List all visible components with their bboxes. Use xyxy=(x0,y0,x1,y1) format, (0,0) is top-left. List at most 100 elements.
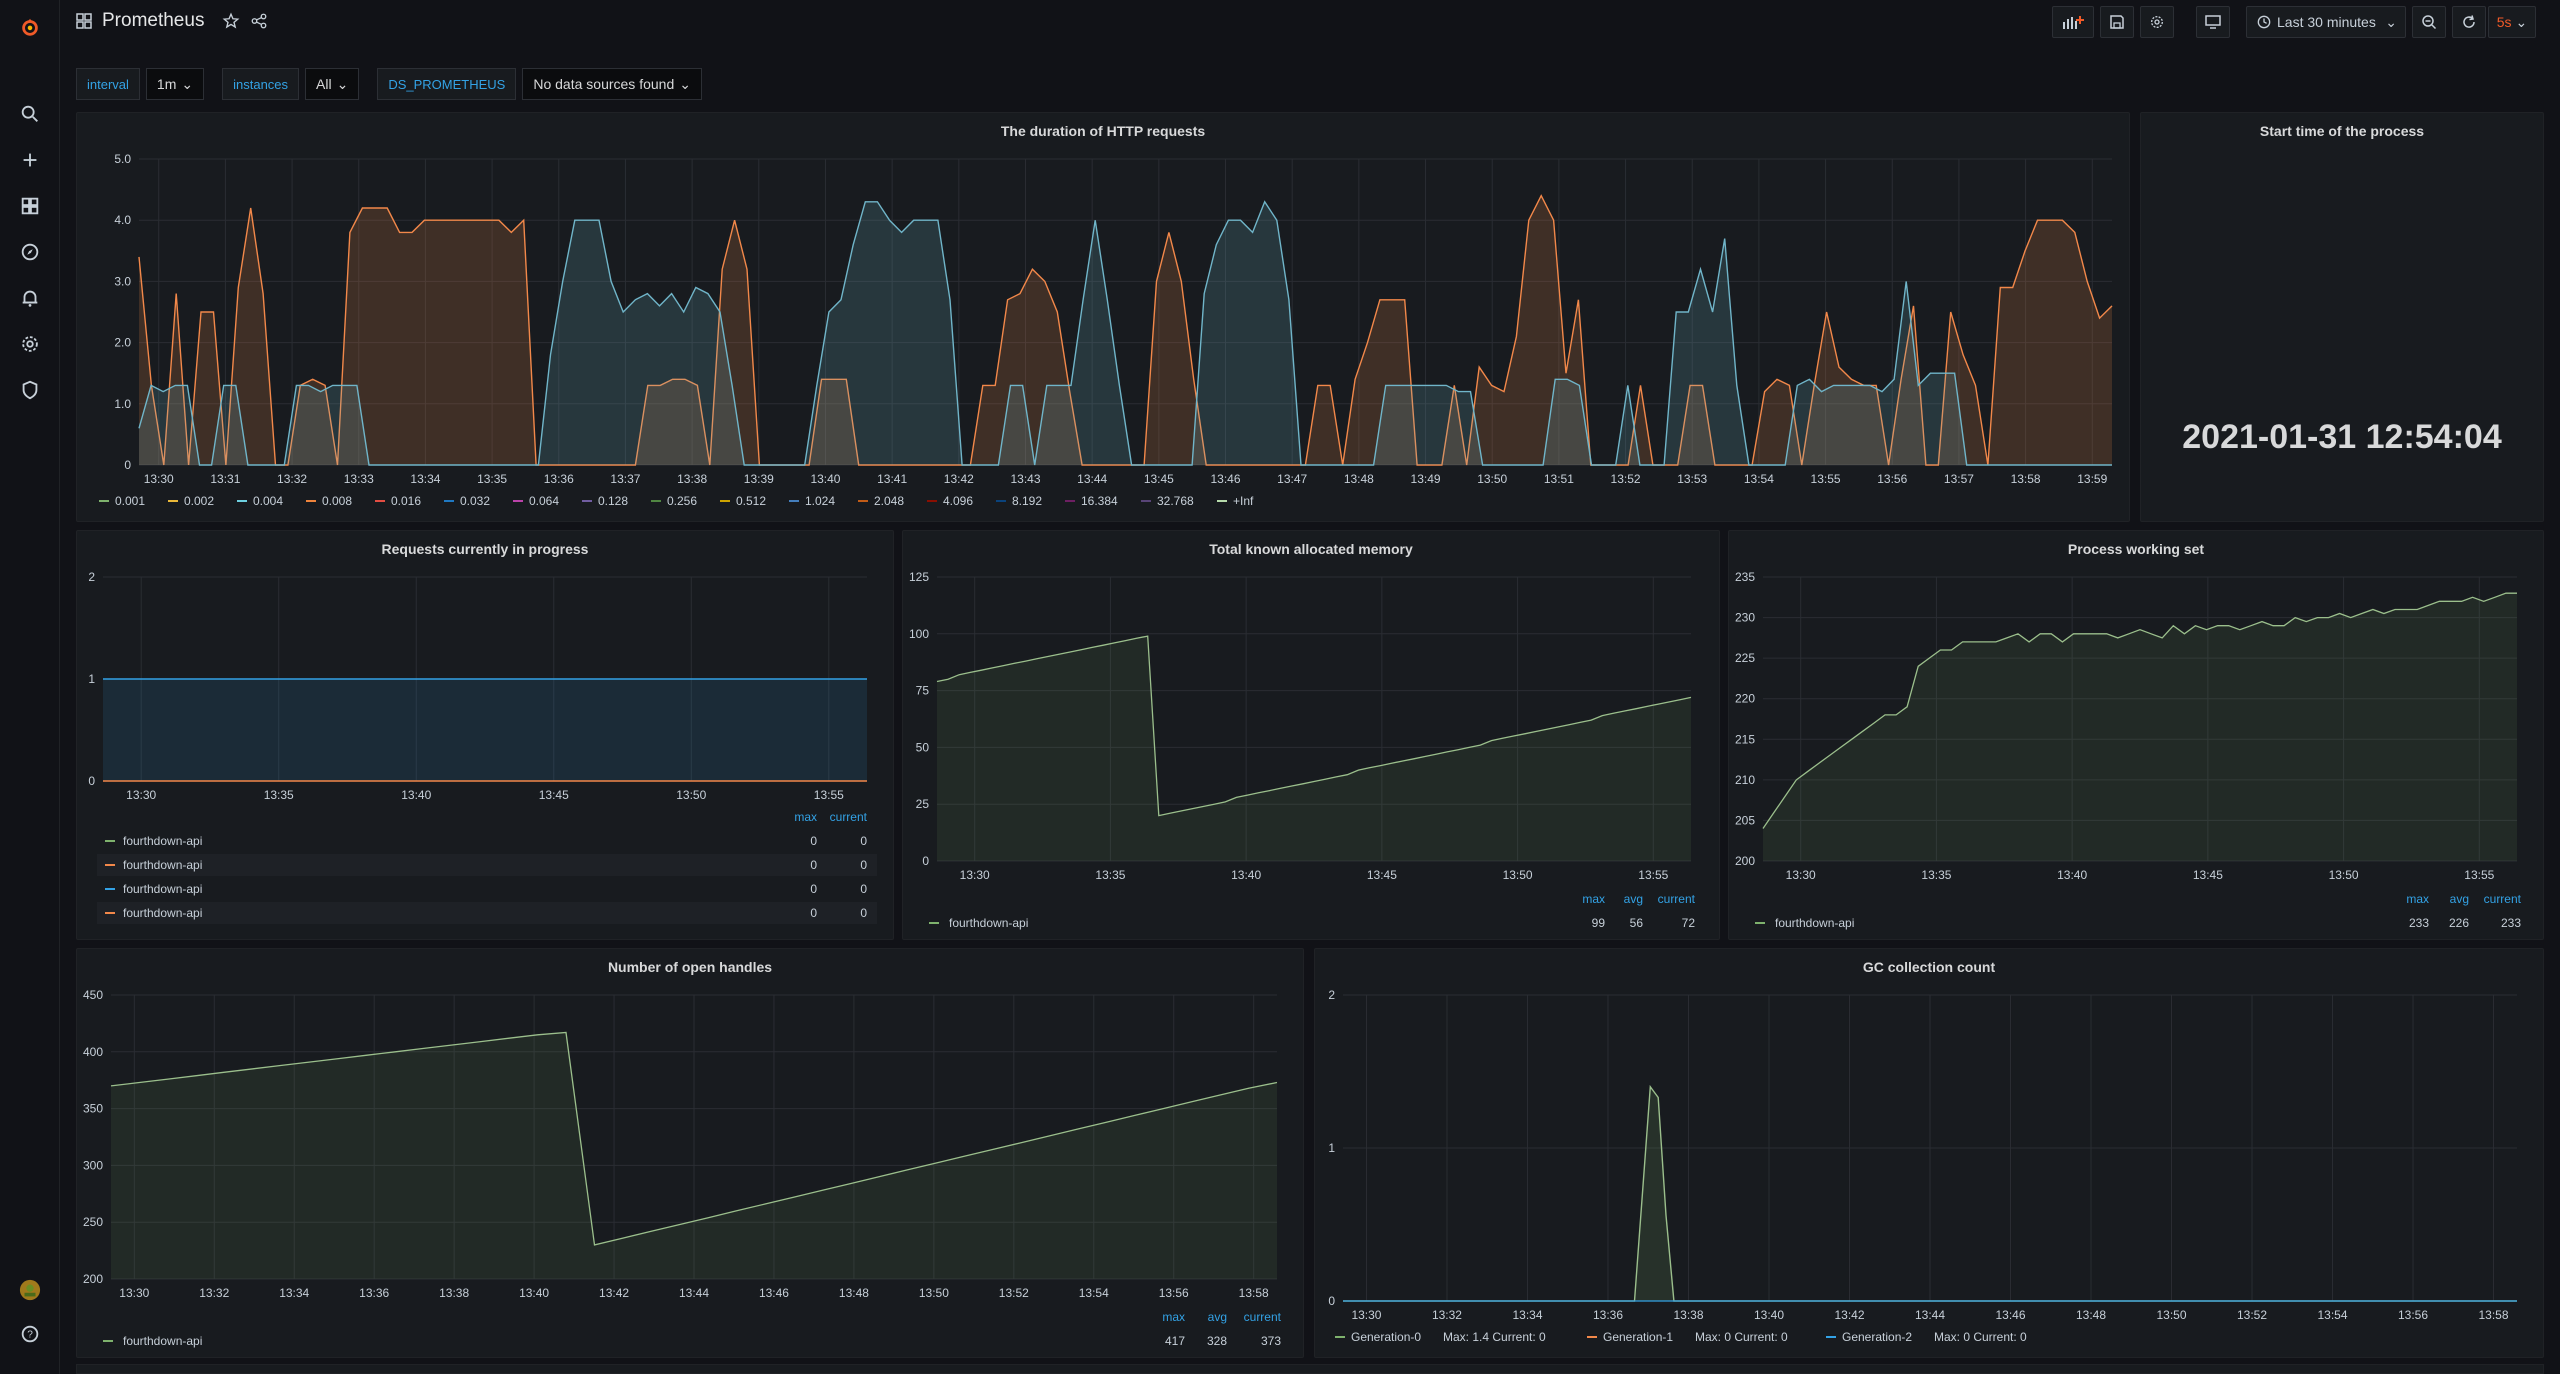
shield-icon[interactable] xyxy=(12,372,48,408)
add-panel-icon xyxy=(2063,16,2084,29)
refresh-button[interactable] xyxy=(2452,6,2486,38)
variable-label-ds-prometheus: DS_PROMETHEUS xyxy=(377,68,517,100)
panel-working-set[interactable]: Process working set 200 205 210 215 220 225 23… xyxy=(1728,530,2544,940)
panel-open-handles[interactable]: Number of open handles 200 250 300 350 400 45… xyxy=(76,948,1304,1358)
working-set-chart: 200 205 210 215 220 225 230 235 13:30 13:35 13:40 1… xyxy=(1735,570,2522,930)
panel-title[interactable]: Process working set xyxy=(2067,541,2205,557)
dashboards-icon[interactable] xyxy=(12,188,48,224)
refresh-interval-picker[interactable]: 5s ⌄ xyxy=(2488,6,2536,38)
time-range-picker[interactable]: Last 30 minutes ⌄ xyxy=(2246,6,2406,38)
series-area-0 xyxy=(139,195,2112,465)
legend-series-name: fourthdown-api xyxy=(123,1334,202,1348)
legend-max: 0 xyxy=(810,834,817,848)
panel-http-duration[interactable]: The duration of HTTP requests 0 1.0 2.0 3.0… xyxy=(76,112,2130,522)
chevron-down-icon: ⌄ xyxy=(181,75,194,92)
star-icon[interactable] xyxy=(222,12,240,30)
legend-item: 2.048 xyxy=(874,494,904,508)
x-tick-label: 13:35 xyxy=(264,788,294,802)
x-tick-label: 13:51 xyxy=(1544,472,1574,486)
series-line-1 xyxy=(138,200,2112,466)
y-tick-label: 300 xyxy=(83,1158,103,1172)
x-tick-label: 13:50 xyxy=(1503,868,1533,882)
y-tick-label: 215 xyxy=(1735,732,1755,746)
panel-gc-collection[interactable]: GC collection count 0 1 2 13:30 13:32 13:34 13… xyxy=(1314,948,2544,1358)
x-tick-label: 13:35 xyxy=(1921,868,1951,882)
legend-current: 0 xyxy=(860,882,867,896)
help-icon[interactable]: ? xyxy=(12,1316,48,1352)
legend-current: 373 xyxy=(1261,1334,1281,1348)
x-tick-label: 13:40 xyxy=(401,788,431,802)
legend-series-name: Generation-0 xyxy=(1351,1330,1421,1344)
avatar-icon[interactable] xyxy=(12,1272,48,1308)
x-tick-label: 13:34 xyxy=(1512,1308,1542,1322)
x-tick-label: 13:37 xyxy=(610,472,640,486)
time-range-label: Last 30 minutes xyxy=(2277,14,2376,30)
panel-start-time[interactable]: Start time of the process 2021-01-31 12:… xyxy=(2140,112,2544,522)
refresh-icon xyxy=(2463,15,2475,28)
panel-title[interactable]: Number of open handles xyxy=(607,959,773,975)
x-tick-label: 13:49 xyxy=(1411,472,1441,486)
x-tick-label: 13:50 xyxy=(1477,472,1507,486)
variable-value: 1m xyxy=(156,76,177,92)
legend-series-stats: Max: 0 Current: 0 xyxy=(1934,1330,2027,1344)
http-duration-chart: 0 1.0 2.0 3.0 4.0 5.0 13:30 13:31 13:32 13:33 13:3… xyxy=(99,152,2113,508)
save-dashboard-button[interactable] xyxy=(2100,6,2134,38)
variable-select-instances[interactable]: All ⌄ xyxy=(305,68,360,100)
legend-item: 0.256 xyxy=(667,494,697,508)
svg-text:?: ? xyxy=(27,1330,33,1341)
legend-header-current: current xyxy=(1658,892,1696,906)
legend-max: 0 xyxy=(810,882,817,896)
panel-title[interactable]: The duration of HTTP requests xyxy=(1000,123,1206,139)
panel-title[interactable]: Start time of the process xyxy=(2259,123,2425,139)
x-tick-label: 13:54 xyxy=(2317,1308,2347,1322)
legend-header-max: max xyxy=(1582,892,1605,906)
x-tick-label: 13:45 xyxy=(539,788,569,802)
share-icon[interactable] xyxy=(250,12,268,30)
panel-title[interactable]: Total known allocated memory xyxy=(1209,541,1413,557)
y-tick-label: 1.0 xyxy=(114,397,131,411)
dashboard-settings-button[interactable] xyxy=(2140,6,2174,38)
legend-avg: 226 xyxy=(2449,916,2469,930)
y-tick-label: 0 xyxy=(922,854,929,868)
search-icon[interactable] xyxy=(12,96,48,132)
variable-label-interval: interval xyxy=(76,68,140,100)
x-tick-label: 13:48 xyxy=(2076,1308,2106,1322)
plus-icon[interactable] xyxy=(12,142,48,178)
y-tick-label: 75 xyxy=(916,684,930,698)
x-tick-label: 13:34 xyxy=(410,472,440,486)
variable-select-ds-prometheus[interactable]: No data sources found ⌄ xyxy=(522,68,702,100)
panel-requests-in-progress[interactable]: Requests currently in progress 0 1 2 13:30 1… xyxy=(76,530,894,940)
x-tick-label: 13:45 xyxy=(1367,868,1397,882)
y-tick-label: 400 xyxy=(83,1045,103,1059)
y-tick-label: 1 xyxy=(88,672,95,686)
dashboard-title[interactable]: Prometheus xyxy=(102,10,205,31)
dashboard-navbar: Prometheus Last 30 minutes ⌄ 5s ⌄ xyxy=(60,0,2560,46)
variable-select-interval[interactable]: 1m ⌄ xyxy=(145,68,205,100)
x-tick-label: 13:30 xyxy=(1786,868,1816,882)
alerting-bell-icon[interactable] xyxy=(12,280,48,316)
gear-icon[interactable] xyxy=(12,326,48,362)
y-tick-label: 2.0 xyxy=(114,336,131,350)
x-tick-label: 13:35 xyxy=(1095,868,1125,882)
explore-icon[interactable] xyxy=(12,234,48,270)
panel-allocated-memory[interactable]: Total known allocated memory 0 25 50 75 100 1… xyxy=(902,530,1720,940)
legend-item: 32.768 xyxy=(1157,494,1194,508)
panel-title[interactable]: Requests currently in progress xyxy=(381,541,589,557)
tv-mode-button[interactable] xyxy=(2196,6,2230,38)
add-panel-button[interactable] xyxy=(2052,6,2094,38)
legend-header-current: current xyxy=(1244,1310,1282,1324)
legend-series-name: fourthdown-api xyxy=(123,882,202,896)
x-tick-label: 13:55 xyxy=(1638,868,1668,882)
zoom-out-button[interactable] xyxy=(2412,6,2446,38)
x-tick-label: 13:50 xyxy=(2156,1308,2186,1322)
y-tick-label: 50 xyxy=(916,740,930,754)
legend-max: 99 xyxy=(1592,916,1606,930)
legend-item: 16.384 xyxy=(1081,494,1118,508)
x-tick-label: 13:57 xyxy=(1944,472,1974,486)
panel-title[interactable]: GC collection count xyxy=(1862,959,1996,975)
legend-item: 0.064 xyxy=(529,494,559,508)
grafana-logo-icon[interactable] xyxy=(12,9,48,45)
legend-header-avg: avg xyxy=(2450,892,2469,906)
x-tick-label: 13:33 xyxy=(344,472,374,486)
series-line xyxy=(110,1031,1278,1246)
